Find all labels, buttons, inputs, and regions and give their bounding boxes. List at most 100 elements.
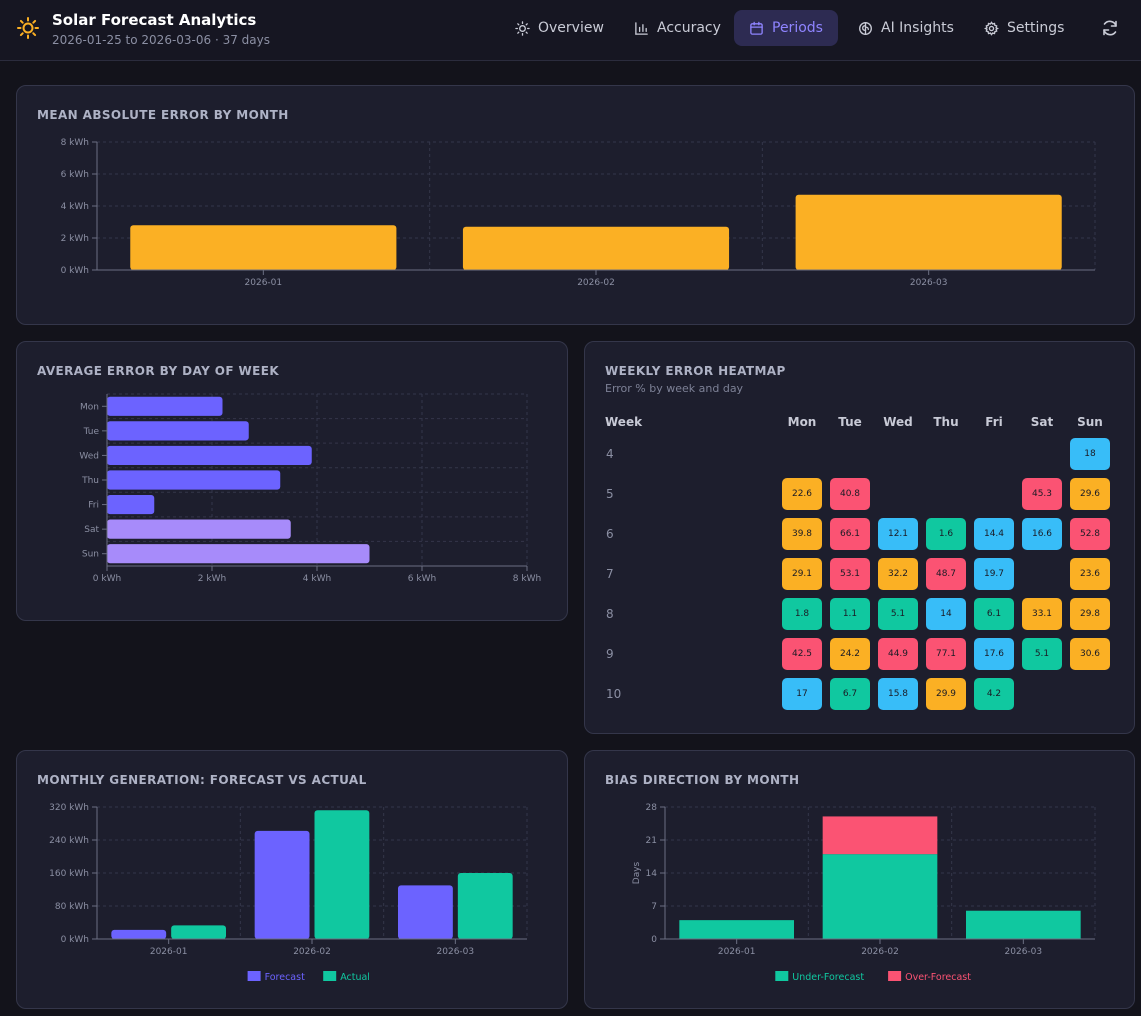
legend-label: Forecast bbox=[265, 972, 305, 983]
y-tick-label: Mon bbox=[80, 402, 99, 412]
y-axis-label: Days bbox=[632, 861, 642, 884]
week-column-header: Week bbox=[605, 415, 643, 429]
day-column-header: Thu bbox=[933, 415, 959, 429]
x-tick-label: 2026-01 bbox=[718, 947, 756, 957]
heatmap-cell: 17 bbox=[782, 678, 822, 710]
monthly-grouped-bar-chart: 0 kWh 80 kWh 160 kWh 240 kWh 320 kWh 2026-01 2… bbox=[49, 803, 528, 983]
day-column-header: Tue bbox=[838, 415, 862, 429]
dow-bar-chart: 0 kWh 2 kWh 4 kWh 6 kWh 8 kWh Mon Tue Wed Thu Fri… bbox=[79, 393, 541, 584]
heatmap-cell: 30.6 bbox=[1070, 638, 1110, 670]
bar bbox=[130, 225, 397, 270]
card-title: MONTHLY GENERATION: FORECAST VS ACTUAL bbox=[37, 773, 367, 787]
week-label: 4 bbox=[606, 447, 614, 461]
bar-segment bbox=[822, 816, 938, 855]
x-tick-label: 2026-03 bbox=[1005, 947, 1043, 957]
bar bbox=[398, 885, 453, 939]
heatmap-cell: 29.1 bbox=[782, 558, 822, 590]
refresh-icon[interactable] bbox=[1100, 18, 1120, 38]
legend-swatch bbox=[247, 971, 261, 981]
heatmap-cell: 24.2 bbox=[830, 638, 870, 670]
heatmap-cell: 17.6 bbox=[974, 638, 1014, 670]
y-tick-label: 7 bbox=[651, 902, 657, 912]
week-label: 8 bbox=[606, 607, 614, 621]
heatmap-cell: 15.8 bbox=[878, 678, 918, 710]
x-tick-label: 0 kWh bbox=[93, 574, 121, 584]
nav-overview[interactable]: Overview bbox=[500, 10, 619, 46]
heatmap-cell: 1.1 bbox=[830, 598, 870, 630]
day-column-header: Wed bbox=[883, 415, 913, 429]
card-title: MEAN ABSOLUTE ERROR BY MONTH bbox=[37, 108, 289, 122]
calendar-icon bbox=[750, 21, 763, 35]
legend-label: Over-Forecast bbox=[905, 972, 971, 983]
bar-segment bbox=[966, 910, 1081, 939]
bar bbox=[107, 445, 312, 466]
bar-segment bbox=[679, 920, 794, 939]
y-tick-label: 4 kWh bbox=[61, 202, 89, 212]
nav-label: Overview bbox=[538, 20, 604, 36]
x-tick-label: 4 kWh bbox=[303, 574, 331, 584]
bar bbox=[107, 396, 223, 416]
heatmap-cell: 5.1 bbox=[1022, 638, 1062, 670]
weekly-heatmap-card: WEEKLY ERROR HEATMAP Error % by week and… bbox=[584, 341, 1135, 734]
x-tick-label: 2026-02 bbox=[577, 278, 615, 288]
heatmap-cell: 19.7 bbox=[974, 558, 1014, 590]
nav-periods[interactable]: Periods bbox=[734, 10, 838, 46]
x-tick-label: 8 kWh bbox=[513, 574, 541, 584]
heatmap-cell: 77.1 bbox=[926, 638, 966, 670]
bar bbox=[107, 494, 155, 515]
x-tick-label: 2026-02 bbox=[293, 947, 331, 957]
week-label: 7 bbox=[606, 567, 614, 581]
bar bbox=[254, 830, 310, 939]
nav-label: Periods bbox=[772, 20, 823, 36]
x-tick-label: 6 kWh bbox=[408, 574, 436, 584]
card-subtitle: Error % by week and day bbox=[605, 382, 744, 395]
y-tick-label: 160 kWh bbox=[49, 869, 89, 879]
legend-label: Actual bbox=[340, 972, 370, 983]
bar bbox=[457, 873, 513, 939]
bias-direction-card: BIAS DIRECTION BY MONTH 0 7 14 21 28 2026-01 2… bbox=[584, 750, 1135, 1009]
sun-logo-icon bbox=[17, 17, 39, 39]
card-title: BIAS DIRECTION BY MONTH bbox=[605, 773, 800, 787]
mae-by-month-card: MEAN ABSOLUTE ERROR BY MONTH 0 kWh 2 kWh 4… bbox=[16, 85, 1135, 325]
day-column-header: Fri bbox=[985, 415, 1003, 429]
card-title: AVERAGE ERROR BY DAY OF WEEK bbox=[37, 364, 280, 378]
y-tick-label: Sat bbox=[84, 525, 99, 535]
legend-swatch bbox=[323, 971, 337, 981]
date-range-subtitle: 2026-01-25 to 2026-03-06 · 37 days bbox=[52, 33, 271, 47]
y-tick-label: 240 kWh bbox=[49, 836, 89, 846]
nav-settings[interactable]: Settings bbox=[969, 10, 1079, 46]
legend-swatch bbox=[888, 971, 902, 981]
gear-icon bbox=[984, 20, 999, 36]
y-tick-label: 2 kWh bbox=[61, 234, 89, 244]
nav-label: AI Insights bbox=[881, 20, 954, 36]
bar bbox=[107, 421, 249, 441]
nav-accuracy[interactable]: Accuracy bbox=[619, 10, 736, 46]
heatmap-cell: 6.1 bbox=[974, 598, 1014, 630]
dow-error-card: AVERAGE ERROR BY DAY OF WEEK 0 kWh 2 kWh 4… bbox=[16, 341, 568, 621]
week-label: 5 bbox=[606, 487, 614, 501]
sun-icon bbox=[515, 20, 530, 36]
heatmap-cell: 16.6 bbox=[1022, 518, 1062, 550]
legend-swatch bbox=[775, 971, 789, 981]
bar bbox=[462, 226, 730, 270]
heatmap-cell: 39.8 bbox=[782, 518, 822, 550]
y-tick-label: Wed bbox=[79, 451, 99, 461]
y-tick-label: 0 kWh bbox=[61, 266, 89, 276]
nav-ai-insights[interactable]: AI Insights bbox=[843, 10, 969, 46]
x-tick-label: 2026-01 bbox=[150, 947, 188, 957]
heatmap-cell: 18 bbox=[1070, 438, 1110, 470]
heatmap-cell: 44.9 bbox=[878, 638, 918, 670]
y-tick-label: 0 kWh bbox=[61, 935, 89, 945]
x-tick-label: 2026-02 bbox=[861, 947, 899, 957]
bar bbox=[314, 810, 370, 939]
heatmap-cell: 52.8 bbox=[1070, 518, 1110, 550]
heatmap-cell: 66.1 bbox=[830, 518, 870, 550]
bar bbox=[107, 519, 291, 539]
day-column-header: Sun bbox=[1077, 415, 1103, 429]
y-tick-label: 14 bbox=[646, 869, 658, 879]
nav-label: Settings bbox=[1007, 20, 1065, 36]
bar bbox=[171, 925, 226, 939]
week-label: 10 bbox=[606, 687, 622, 701]
bar-chart-icon bbox=[635, 21, 648, 35]
heatmap-cell: 42.5 bbox=[782, 638, 822, 670]
